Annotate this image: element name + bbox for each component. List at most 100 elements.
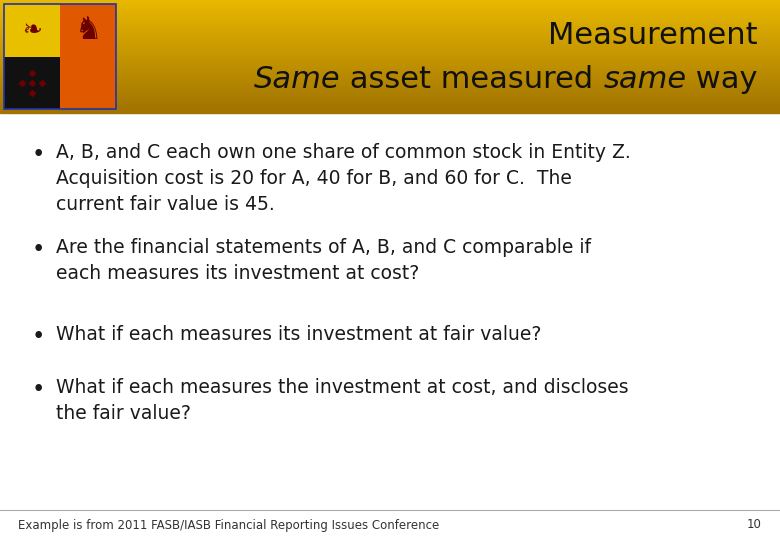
Bar (0, 68, 780, 69)
Bar (0, 72, 780, 73)
Bar (0, 107, 780, 109)
Bar (0, 46, 780, 47)
Bar (0, 93, 780, 94)
Bar (0, 55, 780, 56)
Bar (0, 15, 780, 16)
Bar (0, 69, 780, 70)
Bar (0, 113, 780, 540)
Bar (0, 95, 780, 96)
Bar (0, 67, 780, 68)
Text: •: • (31, 325, 44, 348)
Bar (0, 21, 780, 22)
Text: Example is from 2011 FASB/IASB Financial Reporting Issues Conference: Example is from 2011 FASB/IASB Financial… (18, 518, 439, 531)
Bar (0, 51, 780, 52)
Bar (0, 112, 780, 113)
Bar (0, 59, 780, 60)
Bar (0, 39, 780, 40)
Bar (0, 45, 780, 46)
Bar (0, 37, 780, 38)
Bar (0, 90, 780, 91)
Bar (0, 5, 780, 6)
Bar (0, 56, 780, 57)
Bar (0, 0, 780, 1)
Bar (0, 82, 780, 83)
Bar (0, 98, 780, 99)
Text: asset measured: asset measured (341, 65, 604, 94)
Bar (0, 50, 780, 51)
Bar (0, 86, 780, 87)
Bar (0, 73, 780, 75)
Bar (0, 8, 780, 9)
Bar (0, 103, 780, 104)
Bar (0, 87, 780, 89)
Bar (4, 4, 60, 57)
Bar (0, 64, 780, 65)
Bar (0, 3, 780, 4)
Bar (4, 57, 60, 109)
Bar (0, 13, 780, 14)
Bar (0, 26, 780, 28)
Bar (0, 9, 780, 10)
Bar (0, 1, 780, 2)
Bar (0, 52, 780, 53)
Bar (0, 81, 780, 82)
Text: A, B, and C each own one share of common stock in Entity Z.
Acquisition cost is : A, B, and C each own one share of common… (56, 143, 631, 213)
Text: way: way (686, 65, 758, 94)
Text: same: same (604, 65, 686, 94)
Bar (0, 92, 780, 93)
Bar (0, 57, 780, 58)
Bar (0, 76, 780, 77)
Bar (0, 102, 780, 103)
Bar (0, 35, 780, 36)
Text: Same: Same (254, 65, 341, 94)
Bar (0, 110, 780, 111)
Bar (0, 6, 780, 8)
Bar (0, 42, 780, 43)
Bar (0, 60, 780, 61)
Bar (0, 49, 780, 50)
Text: •: • (31, 143, 44, 166)
Bar (0, 78, 780, 79)
Bar (0, 30, 780, 31)
Bar (0, 85, 780, 86)
Bar (0, 66, 780, 67)
Bar (0, 96, 780, 97)
Bar (0, 29, 780, 30)
Bar (0, 36, 780, 37)
Bar (0, 11, 780, 12)
Bar (4, 4, 116, 109)
Text: Are the financial statements of A, B, and C comparable if
each measures its inve: Are the financial statements of A, B, an… (56, 238, 591, 283)
Bar (0, 31, 780, 32)
Bar (60, 57, 116, 109)
Bar (0, 83, 780, 84)
Bar (0, 10, 780, 11)
Text: •: • (31, 238, 44, 261)
Bar (0, 28, 780, 29)
Bar (0, 34, 780, 35)
Bar (0, 58, 780, 59)
Bar (0, 101, 780, 102)
Bar (0, 62, 780, 63)
Bar (0, 104, 780, 105)
Bar (0, 4, 780, 5)
Bar (0, 38, 780, 39)
Bar (0, 22, 780, 23)
Bar (0, 44, 780, 45)
Bar (0, 25, 780, 26)
Bar (0, 47, 780, 48)
Bar (0, 16, 780, 17)
Bar (0, 48, 780, 49)
Bar (0, 109, 780, 110)
Bar (0, 75, 780, 76)
Bar (60, 4, 116, 57)
Bar (0, 111, 780, 112)
Bar (0, 84, 780, 85)
Bar (0, 33, 780, 34)
Bar (0, 53, 780, 55)
Bar (0, 12, 780, 13)
Text: ♞: ♞ (74, 16, 101, 45)
Text: •: • (31, 378, 44, 401)
Bar (0, 24, 780, 25)
Bar (0, 79, 780, 80)
Bar (0, 14, 780, 15)
